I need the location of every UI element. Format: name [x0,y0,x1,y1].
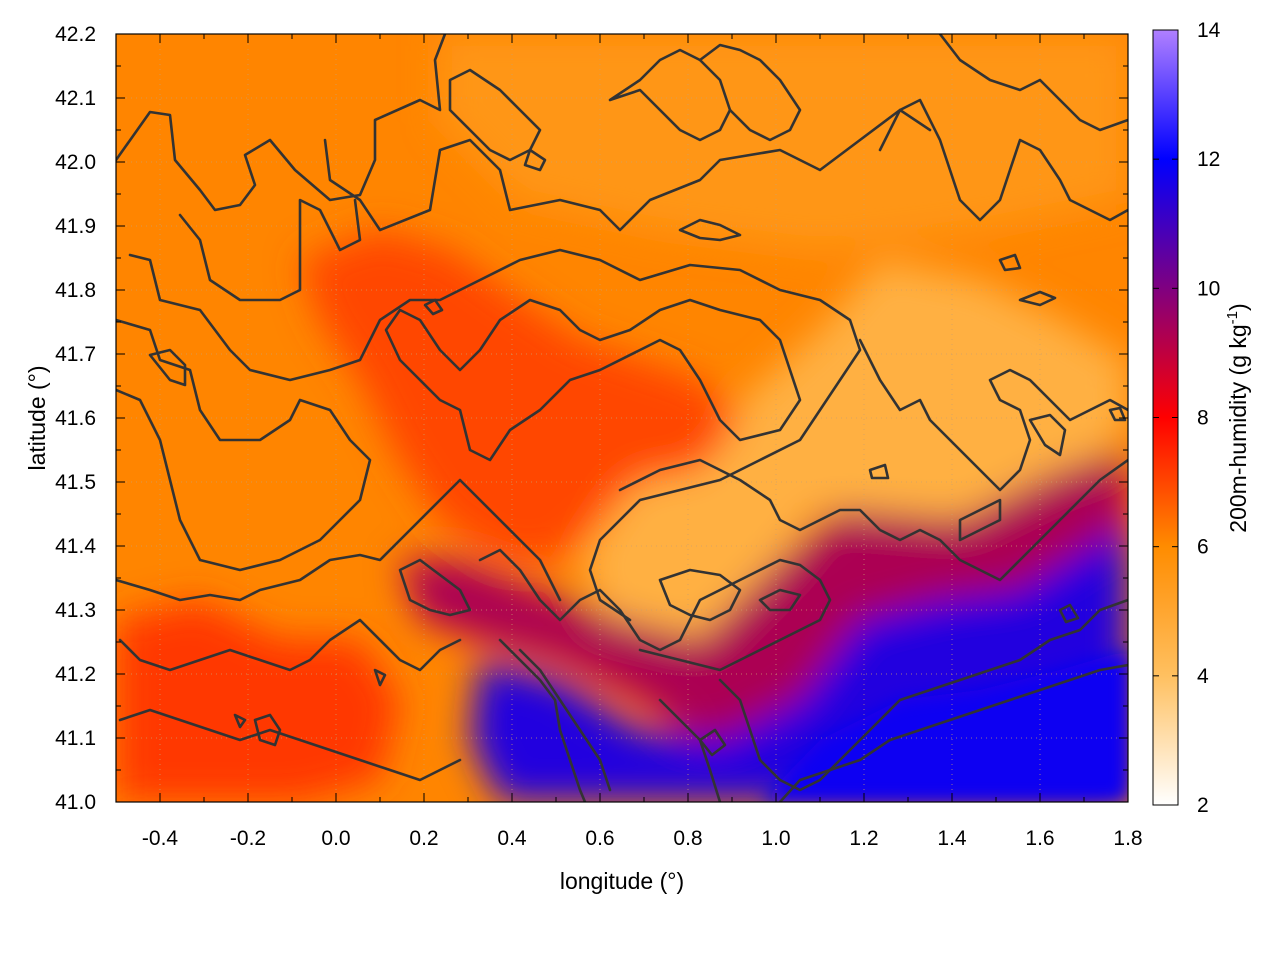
y-tick-label: 41.3 [55,599,96,622]
y-tick-label: 41.2 [55,663,96,686]
field-region-north-upland [440,34,1128,250]
contour-line [384,298,802,462]
contour-line [498,638,587,802]
contour-line [618,458,1128,582]
y-tick-label: 41.5 [55,471,96,494]
contour-line [478,548,832,672]
contour-line [148,348,187,387]
y-tick-label: 41.0 [55,791,96,814]
contour-line [658,568,742,622]
contour-line [116,318,372,572]
y-axis-ticks: 41.0 41.1 41.2 41.3 41.4 41.5 41.6 41.7 41.8 41.9… [55,23,1128,814]
y-tick-label: 41.1 [55,727,96,750]
contour-line [423,298,444,316]
colorbar: 2 4 6 8 10 12 14 200m-humidity (g kg-1) [1152,19,1251,817]
x-tick-label: 0.0 [321,827,350,850]
contour-line [698,728,727,757]
colorbar-label-sup: -1 [1224,311,1241,324]
contour-line [1108,406,1127,422]
x-tick-label: 1.6 [1025,827,1054,850]
contour-line [858,338,1128,492]
x-tick-label: -0.4 [142,827,179,850]
colorbar-tick-label: 2 [1197,794,1209,817]
contour-line [868,463,890,480]
contour-line [758,588,802,612]
colorbar-tick-label: 10 [1197,277,1220,300]
contour-line [698,43,802,142]
colorbar-label-main: 200m-humidity (g kg [1225,324,1251,532]
contour-line [518,648,612,792]
contour-line [878,98,1128,222]
y-tick-label: 41.6 [55,407,96,430]
field-region-interior-plateau [580,260,1128,660]
contour-line [1018,290,1057,307]
x-axis-label: longitude (°) [560,868,684,894]
contour-line [1028,413,1067,457]
contour-line [938,34,1128,132]
contour-line [718,598,1128,792]
x-tick-label: 1.4 [937,827,967,850]
contour-line [998,253,1022,272]
y-tick-label: 42.1 [55,87,96,110]
x-tick-label: -0.2 [230,827,266,850]
contour-line [678,218,742,242]
colorbar-tick-label: 12 [1197,148,1220,171]
contour-line [958,498,1002,542]
colorbar-ticks: 2 4 6 8 10 12 14 [1153,19,1221,817]
y-tick-label: 41.8 [55,279,96,302]
y-tick-label: 42.0 [55,151,96,174]
contour-line [118,618,462,672]
contour-line [373,668,387,687]
contour-line [398,558,472,617]
contour-line [1058,603,1080,624]
x-tick-label: 0.4 [497,827,527,850]
x-tick-label: 0.2 [409,827,438,850]
y-tick-label: 41.7 [55,343,96,366]
contour-line [253,713,282,747]
y-tick-label: 41.4 [55,535,96,558]
field-region-central-moist-band [300,230,740,560]
colorbar-tick-label: 4 [1197,665,1209,688]
y-tick-label: 42.2 [55,23,96,46]
colorbar-tick-label: 6 [1197,536,1209,559]
y-tick-label: 41.9 [55,215,96,238]
field-region-southwest-moist [116,600,400,802]
colorbar-tick-label: 8 [1197,407,1209,430]
contour-line [128,248,862,622]
contour-line [778,663,1128,802]
x-tick-label: 1.2 [849,827,878,850]
contour-line [323,108,932,232]
contour-line [523,148,547,172]
grid-lines [116,34,1128,802]
contour-lines [116,34,1128,802]
colorbar-label-end: ) [1225,303,1251,311]
contour-line [116,34,447,212]
x-axis-ticks: -0.4 -0.2 0.0 0.2 0.4 0.6 0.8 1.0 1.2 1.4 1.6 1.8 [115,34,1143,850]
contour-line [118,708,462,782]
colorbar-tick-label: 14 [1197,19,1221,42]
contour-line [116,478,562,602]
x-tick-label: 1.0 [761,827,790,850]
x-tick-label: 1.8 [1113,827,1142,850]
colorbar-label: 200m-humidity (g kg-1) [1224,303,1251,532]
x-tick-label: 0.8 [673,827,702,850]
contour-line [233,713,247,729]
contour-line [178,198,362,302]
y-axis-label: latitude (°) [24,365,50,470]
x-tick-label: 0.6 [585,827,614,850]
